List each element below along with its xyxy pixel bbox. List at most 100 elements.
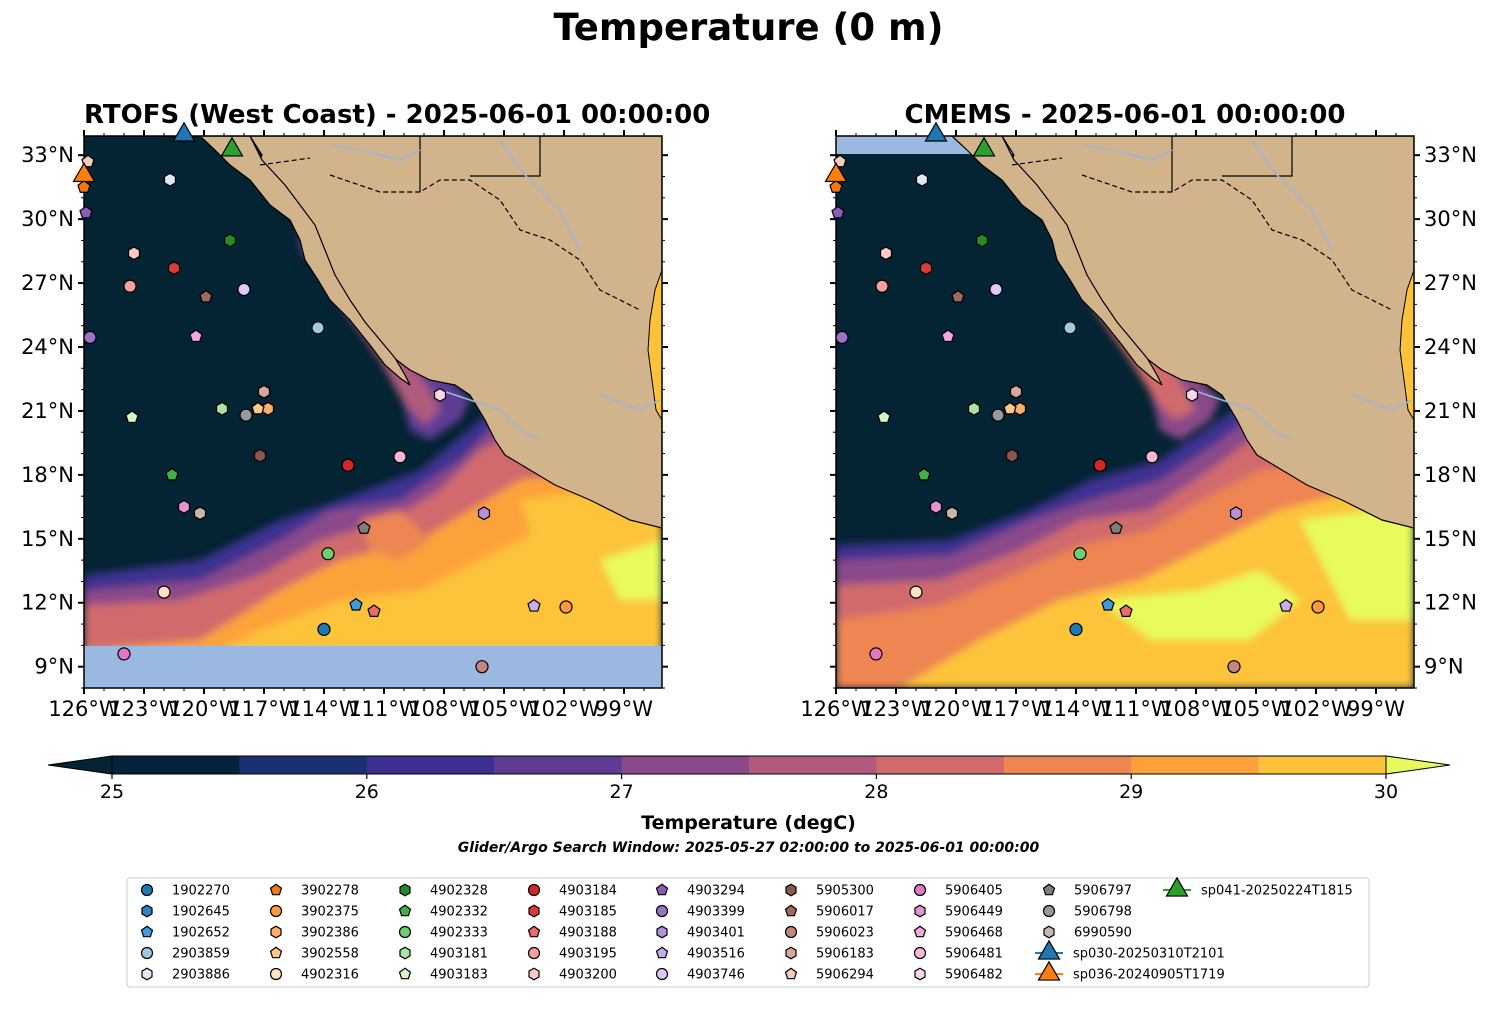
marker-4903181 xyxy=(215,401,229,416)
legend-entry: 3902386 xyxy=(270,926,359,941)
legend-label: 2903886 xyxy=(172,968,230,983)
legend-marker-3902278 xyxy=(269,883,283,896)
marker-6990590 xyxy=(945,506,959,521)
colorbar-segment xyxy=(366,756,495,774)
lat-tick-label: 30°N xyxy=(21,207,74,231)
marker-sp036-20240905T1719 xyxy=(824,162,848,183)
marker-3902375 xyxy=(559,600,573,614)
legend-marker-6990590 xyxy=(1043,925,1055,939)
legend-box xyxy=(126,877,1370,988)
marker-5906798 xyxy=(239,408,253,422)
marker-sp030-20250310T2101 xyxy=(924,121,948,142)
lon-tick-label: 120°W xyxy=(168,697,240,721)
lat-tick-label: 21°N xyxy=(21,399,74,423)
marker-5906023 xyxy=(475,660,489,674)
marker-4903200 xyxy=(127,246,141,261)
marker-3902375 xyxy=(1311,600,1325,614)
legend-marker-4902328 xyxy=(399,883,411,897)
legend-marker-5906481 xyxy=(913,946,927,960)
legend-marker-5906294 xyxy=(784,967,798,980)
legend-label: 4902332 xyxy=(430,905,488,920)
legend-entry: sp041-20250224T1815 xyxy=(1163,876,1353,899)
panel-frame-cmems xyxy=(835,135,1415,689)
state-borders xyxy=(259,157,641,311)
legend-marker-5906798 xyxy=(1042,904,1056,918)
marker-4903185 xyxy=(167,261,181,276)
marker-2903886 xyxy=(163,172,177,187)
legend-marker-5906468 xyxy=(913,925,927,938)
legend-marker-4903195 xyxy=(527,946,541,960)
marker-4903195 xyxy=(875,279,889,293)
legend-marker-4903200 xyxy=(528,967,540,981)
marker-4903294 xyxy=(831,205,845,219)
legend-marker-5906183 xyxy=(785,946,797,960)
legend-label: 5906797 xyxy=(1074,884,1132,899)
legend-marker-3902375 xyxy=(269,904,283,918)
legend-entry: 5906183 xyxy=(785,946,874,962)
marker-4903195 xyxy=(123,279,137,293)
marker-4903185 xyxy=(919,261,933,276)
marker-5906023 xyxy=(1227,660,1241,674)
marker-4903188 xyxy=(1119,604,1133,617)
legend-label: 4903195 xyxy=(559,947,617,962)
lon-tick-label: 105°W xyxy=(468,697,540,721)
lat-tick-label: 18°N xyxy=(21,463,74,487)
legend-entry: sp030-20250310T2101 xyxy=(1035,939,1225,962)
legend-label: 1902652 xyxy=(172,926,230,941)
legend-label: 1902645 xyxy=(172,905,230,920)
nodata-band xyxy=(84,646,662,688)
legend-marker-5906017 xyxy=(784,904,798,917)
legend-marker-2903859 xyxy=(140,946,154,960)
marker-4903516 xyxy=(527,598,541,612)
legend-label: 2903859 xyxy=(172,947,230,962)
legend-entry: 4902316 xyxy=(269,968,359,983)
lat-tick-label: 24°N xyxy=(1424,335,1477,359)
lon-tick-label: 117°W xyxy=(228,697,300,721)
marker-4902333 xyxy=(1073,547,1087,561)
legend-label: 5906017 xyxy=(816,905,874,920)
marker-sp041-20250224T1815 xyxy=(220,136,244,157)
lon-tick-label: 102°W xyxy=(528,697,600,721)
legend-entry: 4903401 xyxy=(656,926,745,941)
panel-frame-rtofs xyxy=(83,135,663,689)
lat-tick-label: 24°N xyxy=(21,335,74,359)
legend-entry: 5906294 xyxy=(784,967,874,983)
rivers xyxy=(329,139,661,441)
legend-entry: 5905300 xyxy=(785,884,874,899)
lat-tick-label: 33°N xyxy=(1424,143,1477,167)
legend-marker-5906482 xyxy=(914,967,926,981)
marker-sp036-20240905T1719 xyxy=(72,162,96,183)
legend-marker-4903516 xyxy=(655,946,669,959)
marker-4903516 xyxy=(1279,598,1293,612)
legend-label: 4903183 xyxy=(430,968,488,983)
lon-tick-label: 126°W xyxy=(800,697,872,721)
lon-tick-label: 123°W xyxy=(108,697,180,721)
marker-4902332 xyxy=(917,467,931,481)
marker-4903184 xyxy=(1093,458,1107,472)
marker-3902278 xyxy=(77,180,91,193)
colorbar-label: Temperature (degC) xyxy=(641,812,856,834)
legend-marker-5906449 xyxy=(914,904,926,918)
legend-label: 1902270 xyxy=(172,884,230,899)
legend-marker-5906797 xyxy=(1042,883,1056,896)
marker-4903401 xyxy=(1229,506,1243,521)
legend-label: 5906405 xyxy=(945,884,1003,899)
legend-entry: 2903886 xyxy=(141,968,230,983)
legend-entry: 4903183 xyxy=(398,967,488,983)
rivers xyxy=(1081,139,1413,441)
lat-tick-label: 9°N xyxy=(34,655,74,679)
legend-label: 3902386 xyxy=(301,926,359,941)
marker-5906405 xyxy=(117,647,131,661)
lon-tick-label: 99°W xyxy=(595,697,653,721)
legend-entry: 4903294 xyxy=(655,883,745,899)
lat-tick-label: 15°N xyxy=(21,527,74,551)
baja-california xyxy=(951,136,1163,386)
lat-tick-label: 21°N xyxy=(1424,399,1477,423)
lon-tick-label: 114°W xyxy=(1040,697,1112,721)
legend-marker-1902652 xyxy=(140,925,154,938)
legend-entry: 5906449 xyxy=(914,904,1003,920)
legend-label: 5906183 xyxy=(816,947,874,962)
legend-entry: 1902652 xyxy=(140,925,230,941)
legend-marker-4902332 xyxy=(398,904,412,917)
colorbar-segment xyxy=(1258,756,1387,774)
